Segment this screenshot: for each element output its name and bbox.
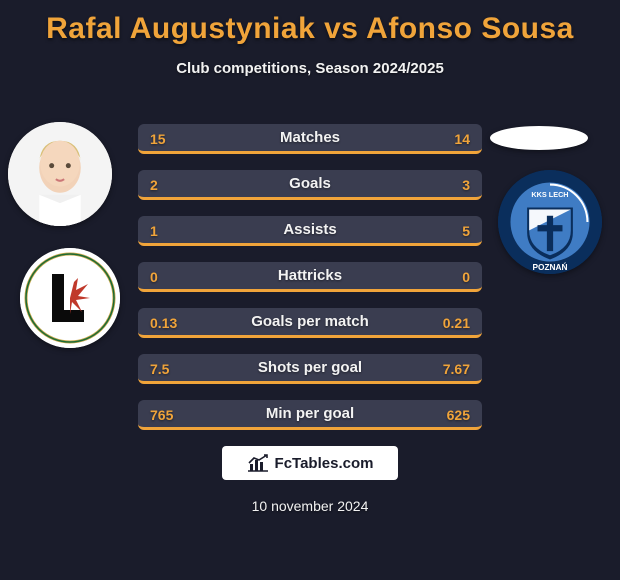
stat-row: 765 Min per goal 625: [138, 400, 482, 430]
stat-label: Shots per goal: [258, 359, 362, 376]
stat-label: Hattricks: [278, 267, 342, 284]
stat-row: 15 Matches 14: [138, 124, 482, 154]
svg-text:POZNAŃ: POZNAŃ: [532, 261, 567, 272]
stat-label: Assists: [283, 221, 336, 238]
stat-row: 1 Assists 5: [138, 216, 482, 246]
stat-value-left: 2: [150, 170, 158, 200]
stat-label: Min per goal: [266, 405, 354, 422]
stat-row: 0.13 Goals per match 0.21: [138, 308, 482, 338]
page-subtitle: Club competitions, Season 2024/2025: [0, 60, 620, 77]
stat-value-right: 14: [454, 124, 470, 154]
player2-avatar-placeholder: [490, 126, 588, 150]
page-title: Rafal Augustyniak vs Afonso Sousa: [0, 12, 620, 46]
stat-value-right: 625: [447, 400, 470, 430]
player1-avatar: [8, 122, 112, 226]
branding-badge: FcTables.com: [222, 446, 398, 480]
stat-label: Goals per match: [251, 313, 369, 330]
chart-icon: [247, 454, 269, 472]
player1-club-badge: [20, 248, 120, 348]
stat-value-left: 7.5: [150, 354, 169, 384]
stat-value-left: 0: [150, 262, 158, 292]
stat-value-left: 0.13: [150, 308, 177, 338]
player2-club-badge: KKS LECH POZNAŃ: [498, 170, 602, 274]
stat-row: 7.5 Shots per goal 7.67: [138, 354, 482, 384]
branding-text: FcTables.com: [275, 455, 374, 472]
comparison-card: Rafal Augustyniak vs Afonso Sousa Club c…: [0, 0, 620, 580]
stats-table: 15 Matches 14 2 Goals 3 1 Assists 5 0 Hattricks 0 0.…: [138, 124, 482, 446]
stat-value-left: 15: [150, 124, 166, 154]
stat-label: Goals: [289, 175, 331, 192]
stat-row: 0 Hattricks 0: [138, 262, 482, 292]
stat-value-right: 0.21: [443, 308, 470, 338]
svg-text:KKS LECH: KKS LECH: [531, 190, 568, 199]
stat-row: 2 Goals 3: [138, 170, 482, 200]
stat-value-right: 0: [462, 262, 470, 292]
stat-value-right: 5: [462, 216, 470, 246]
stat-value-left: 1: [150, 216, 158, 246]
stat-value-left: 765: [150, 400, 173, 430]
stat-label: Matches: [280, 129, 340, 146]
stat-value-right: 7.67: [443, 354, 470, 384]
stat-value-right: 3: [462, 170, 470, 200]
date-label: 10 november 2024: [0, 498, 620, 514]
